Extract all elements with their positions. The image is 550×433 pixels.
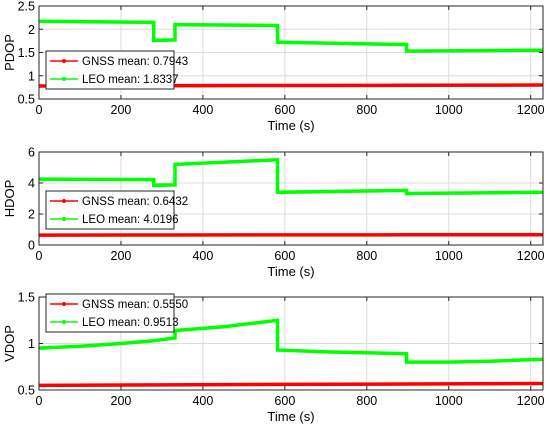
x-tick-label: 200	[111, 394, 132, 408]
legend-box	[45, 293, 175, 333]
legend-marker	[62, 320, 66, 324]
x-tick-label: 1200	[517, 249, 545, 263]
x-tick-label: 800	[356, 103, 377, 117]
x-tick-label: 600	[274, 394, 295, 408]
legend-entry-gnss: GNSS mean: 0.6432	[82, 196, 188, 208]
legend-box	[45, 190, 175, 230]
x-tick-label: 400	[192, 249, 213, 263]
x-tick-label: 1000	[435, 394, 463, 408]
legend-marker	[62, 59, 66, 63]
legend-marker	[62, 77, 66, 81]
y-tick-label: 1.5	[18, 291, 35, 305]
y-tick-label: 1	[28, 337, 35, 351]
y-tick-label: 2.5	[18, 0, 35, 14]
axes-box	[38, 151, 544, 246]
y-axis-label: PDOP	[2, 34, 17, 71]
y-tick-label: 2	[28, 208, 35, 222]
legend: GNSS mean: 0.5550 LEO mean: 0.9513	[45, 293, 188, 333]
x-axis-label: Time (s)	[267, 409, 314, 424]
legend: GNSS mean: 0.7943 LEO mean: 1.8337	[45, 50, 188, 90]
series-line-leo	[38, 157, 544, 196]
legend-marker	[62, 217, 66, 221]
x-tick-label: 800	[356, 249, 377, 263]
legend-entry-leo: LEO mean: 4.0196	[82, 214, 179, 226]
x-tick-label: 0	[36, 103, 43, 117]
y-tick-label: 2	[28, 23, 35, 37]
series-line-gnss	[38, 381, 544, 388]
y-axis-label: VDOP	[2, 325, 17, 362]
x-tick-label: 200	[111, 103, 132, 117]
legend-entry-leo: LEO mean: 1.8337	[82, 74, 179, 86]
legend-entry-leo: LEO mean: 0.9513	[82, 317, 179, 329]
x-tick-label: 1200	[517, 103, 545, 117]
y-axis-label: HDOP	[2, 180, 17, 218]
series-line-leo	[38, 19, 544, 53]
x-tick-label: 0	[36, 394, 43, 408]
y-tick-label: 1.5	[18, 46, 35, 60]
legend-entry-gnss: GNSS mean: 0.7943	[82, 56, 188, 68]
chart-panel-hdop: 0 200 400 600 800 1000 1200 0 2 4 6 Time (s) HDOP GNS…	[2, 146, 545, 280]
y-tick-label: 0.5	[18, 93, 35, 107]
x-tick-label: 1000	[435, 249, 463, 263]
y-tick-label: 0.5	[18, 384, 35, 398]
x-tick-label: 600	[274, 249, 295, 263]
x-tick-label: 200	[111, 249, 132, 263]
x-axis-label: Time (s)	[267, 264, 314, 279]
x-tick-label: 400	[192, 394, 213, 408]
chart-panel-pdop: 0 200 400 600 800 1000 1200 0.5 1 1.5 2 2.5 Time (s)…	[2, 0, 545, 133]
x-tick-label: 400	[192, 103, 213, 117]
legend-box	[45, 50, 175, 90]
x-axis-label: Time (s)	[267, 118, 314, 133]
y-tick-label: 1	[28, 69, 35, 83]
x-tick-label: 0	[36, 249, 43, 263]
chart-panel-vdop: 0 200 400 600 800 1000 1200 0.5 1 1.5 Time (s) VDOP…	[2, 291, 545, 425]
x-tick-label: 1000	[435, 103, 463, 117]
x-tick-label: 800	[356, 394, 377, 408]
x-tick-label: 1200	[517, 394, 545, 408]
legend-marker	[62, 302, 66, 306]
legend-marker	[62, 199, 66, 203]
x-tick-label: 600	[274, 103, 295, 117]
y-tick-label: 0	[28, 239, 35, 253]
y-tick-label: 6	[28, 146, 35, 160]
series-line-leo	[38, 318, 544, 364]
legend: GNSS mean: 0.6432 LEO mean: 4.0196	[45, 190, 188, 230]
legend-entry-gnss: GNSS mean: 0.5550	[82, 299, 188, 311]
y-tick-label: 4	[28, 177, 35, 191]
